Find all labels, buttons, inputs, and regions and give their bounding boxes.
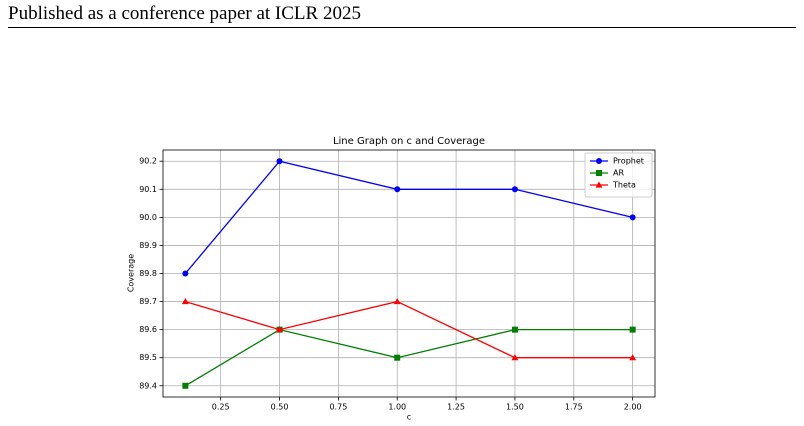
- x-tick-label: 1.75: [565, 403, 583, 412]
- x-tick-label: 2.00: [624, 403, 642, 412]
- data-point: [276, 326, 283, 333]
- chart-title: Line Graph on c and Coverage: [333, 136, 485, 147]
- header-rule: [8, 27, 796, 28]
- legend-marker: [596, 170, 602, 176]
- y-tick-label: 89.6: [139, 325, 157, 334]
- plot-frame: [162, 149, 656, 398]
- data-point: [629, 326, 636, 333]
- y-axis-label: Coverage: [127, 254, 136, 292]
- y-tick-label: 90.1: [139, 185, 157, 194]
- data-point: [394, 354, 401, 361]
- legend-label: AR: [613, 169, 624, 178]
- data-point: [629, 354, 637, 361]
- data-point: [276, 158, 283, 165]
- x-tick-label: 0.75: [329, 403, 347, 412]
- data-point: [511, 354, 519, 361]
- x-tick-label: 1.25: [447, 403, 465, 412]
- y-tick-label: 90.2: [139, 157, 157, 166]
- header-title: Published as a conference paper at ICLR …: [8, 3, 361, 24]
- y-tick-label: 90.0: [139, 213, 157, 222]
- x-tick-label: 0.50: [271, 403, 289, 412]
- x-tick-label: 0.25: [212, 403, 230, 412]
- y-tick-label: 89.4: [139, 381, 157, 390]
- y-tick-label: 89.5: [139, 353, 157, 362]
- data-point: [393, 297, 401, 305]
- legend-label: Theta: [612, 181, 636, 190]
- x-tick-label: 1.00: [388, 403, 406, 412]
- data-point: [182, 382, 189, 389]
- data-point: [511, 326, 518, 333]
- x-tick-label: 1.50: [506, 403, 524, 412]
- y-tick-label: 89.9: [139, 241, 157, 250]
- data-point: [181, 297, 189, 305]
- legend-box: [584, 152, 653, 198]
- data-point: [394, 186, 401, 193]
- legend-label: Prophet: [613, 157, 644, 166]
- data-point: [182, 270, 189, 277]
- y-tick-label: 89.7: [139, 297, 157, 306]
- data-point: [511, 186, 518, 193]
- x-axis-label: c: [407, 413, 411, 422]
- y-tick-label: 89.8: [139, 269, 157, 278]
- legend-marker: [595, 181, 603, 188]
- data-point: [629, 214, 636, 221]
- legend-marker: [596, 158, 602, 164]
